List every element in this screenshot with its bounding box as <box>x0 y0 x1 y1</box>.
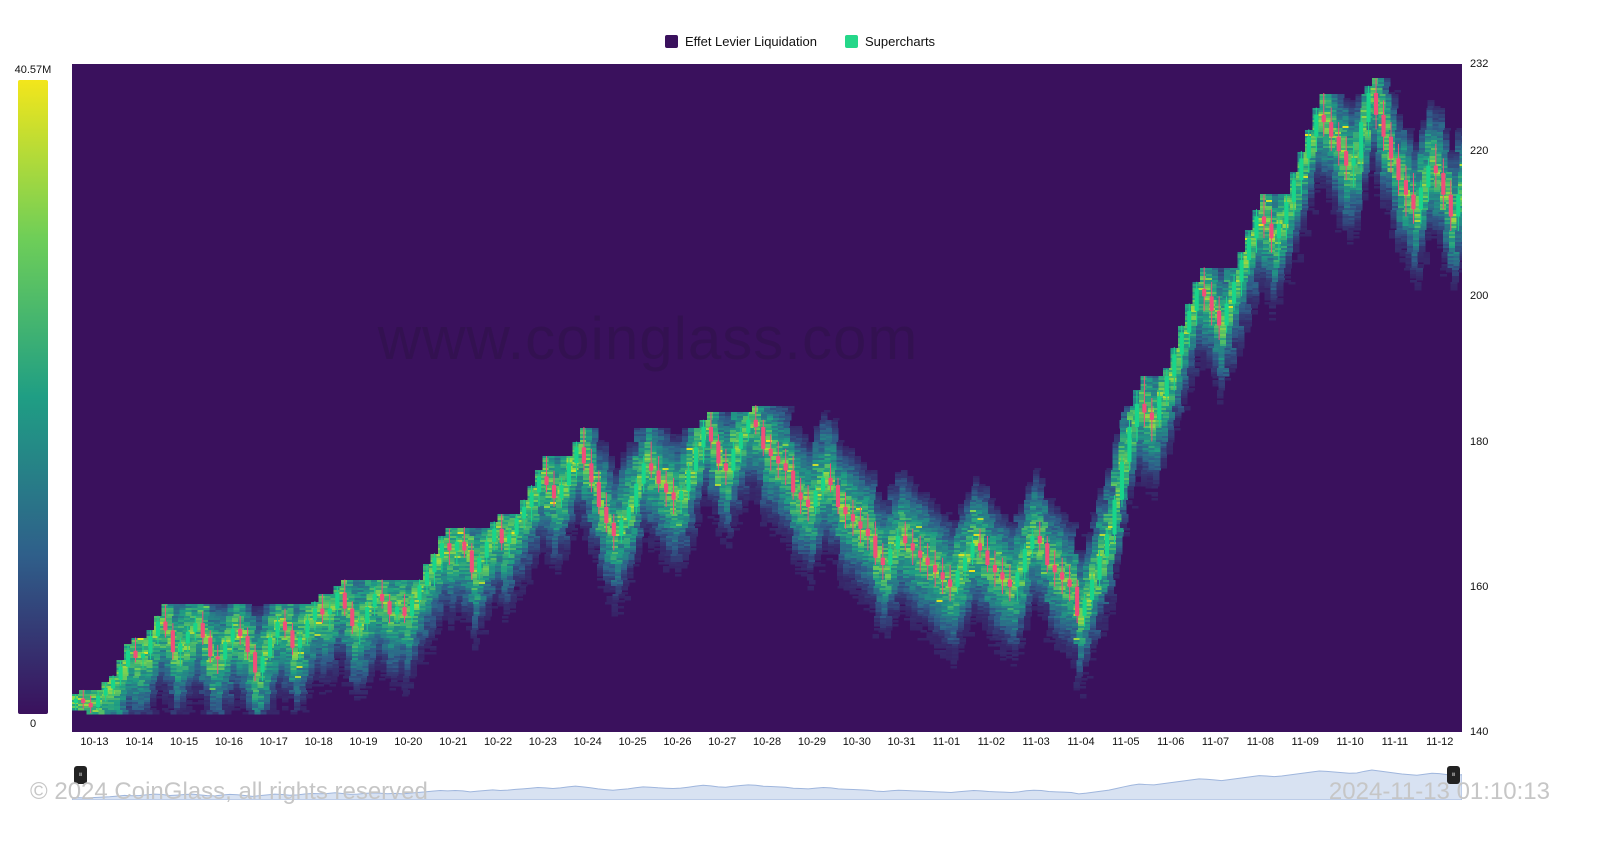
x-tick: 11-11 <box>1372 736 1417 760</box>
x-tick: 10-28 <box>745 736 790 760</box>
x-tick: 10-26 <box>655 736 700 760</box>
x-tick: 10-29 <box>790 736 835 760</box>
x-tick: 11-01 <box>924 736 969 760</box>
x-tick: 10-14 <box>117 736 162 760</box>
legend-label-supercharts: Supercharts <box>865 34 935 49</box>
x-tick: 11-05 <box>1103 736 1148 760</box>
copyright-text: © 2024 CoinGlass, all rights reserved <box>30 778 428 806</box>
colorbar-min-label: 0 <box>8 718 58 730</box>
colorbar-gradient <box>18 80 48 714</box>
legend-item-liquidation[interactable]: Effet Levier Liquidation <box>665 34 817 49</box>
root: Effet Levier Liquidation Supercharts 40.… <box>0 0 1600 852</box>
x-tick: 10-18 <box>296 736 341 760</box>
x-tick: 11-06 <box>1148 736 1193 760</box>
x-tick: 10-27 <box>700 736 745 760</box>
x-tick: 10-16 <box>207 736 252 760</box>
y-tick: 180 <box>1470 436 1488 448</box>
y-axis: 140160180200220232 <box>1466 64 1506 732</box>
heatmap-chart[interactable]: www.coinglass.com <box>72 64 1462 732</box>
y-tick: 220 <box>1470 145 1488 157</box>
x-tick: 10-17 <box>251 736 296 760</box>
x-tick: 10-30 <box>834 736 879 760</box>
colorbar: 40.57M 0 <box>8 64 58 732</box>
x-tick: 10-22 <box>476 736 521 760</box>
y-tick: 140 <box>1470 726 1488 738</box>
x-tick: 11-07 <box>1193 736 1238 760</box>
legend-item-supercharts[interactable]: Supercharts <box>845 34 935 49</box>
x-tick: 10-13 <box>72 736 117 760</box>
x-tick: 11-12 <box>1417 736 1462 760</box>
chart-legend: Effet Levier Liquidation Supercharts <box>0 34 1600 49</box>
x-tick: 11-04 <box>1059 736 1104 760</box>
legend-swatch-liquidation <box>665 35 678 48</box>
x-tick: 10-15 <box>162 736 207 760</box>
colorbar-max-label: 40.57M <box>8 64 58 76</box>
x-tick: 10-19 <box>341 736 386 760</box>
legend-swatch-supercharts <box>845 35 858 48</box>
x-tick: 11-08 <box>1238 736 1283 760</box>
x-tick: 10-25 <box>610 736 655 760</box>
x-tick: 10-20 <box>386 736 431 760</box>
x-tick: 11-10 <box>1328 736 1373 760</box>
y-tick: 160 <box>1470 581 1488 593</box>
y-tick: 232 <box>1470 58 1488 70</box>
x-axis: 10-1310-1410-1510-1610-1710-1810-1910-20… <box>72 736 1462 760</box>
x-tick: 11-02 <box>969 736 1014 760</box>
x-tick: 11-03 <box>1014 736 1059 760</box>
x-tick: 10-24 <box>565 736 610 760</box>
x-tick: 10-23 <box>520 736 565 760</box>
x-tick: 10-21 <box>431 736 476 760</box>
y-tick: 200 <box>1470 290 1488 302</box>
x-tick: 10-31 <box>879 736 924 760</box>
x-tick: 11-09 <box>1283 736 1328 760</box>
timestamp-text: 2024-11-13 01:10:13 <box>1329 778 1550 806</box>
legend-label-liquidation: Effet Levier Liquidation <box>685 34 817 49</box>
